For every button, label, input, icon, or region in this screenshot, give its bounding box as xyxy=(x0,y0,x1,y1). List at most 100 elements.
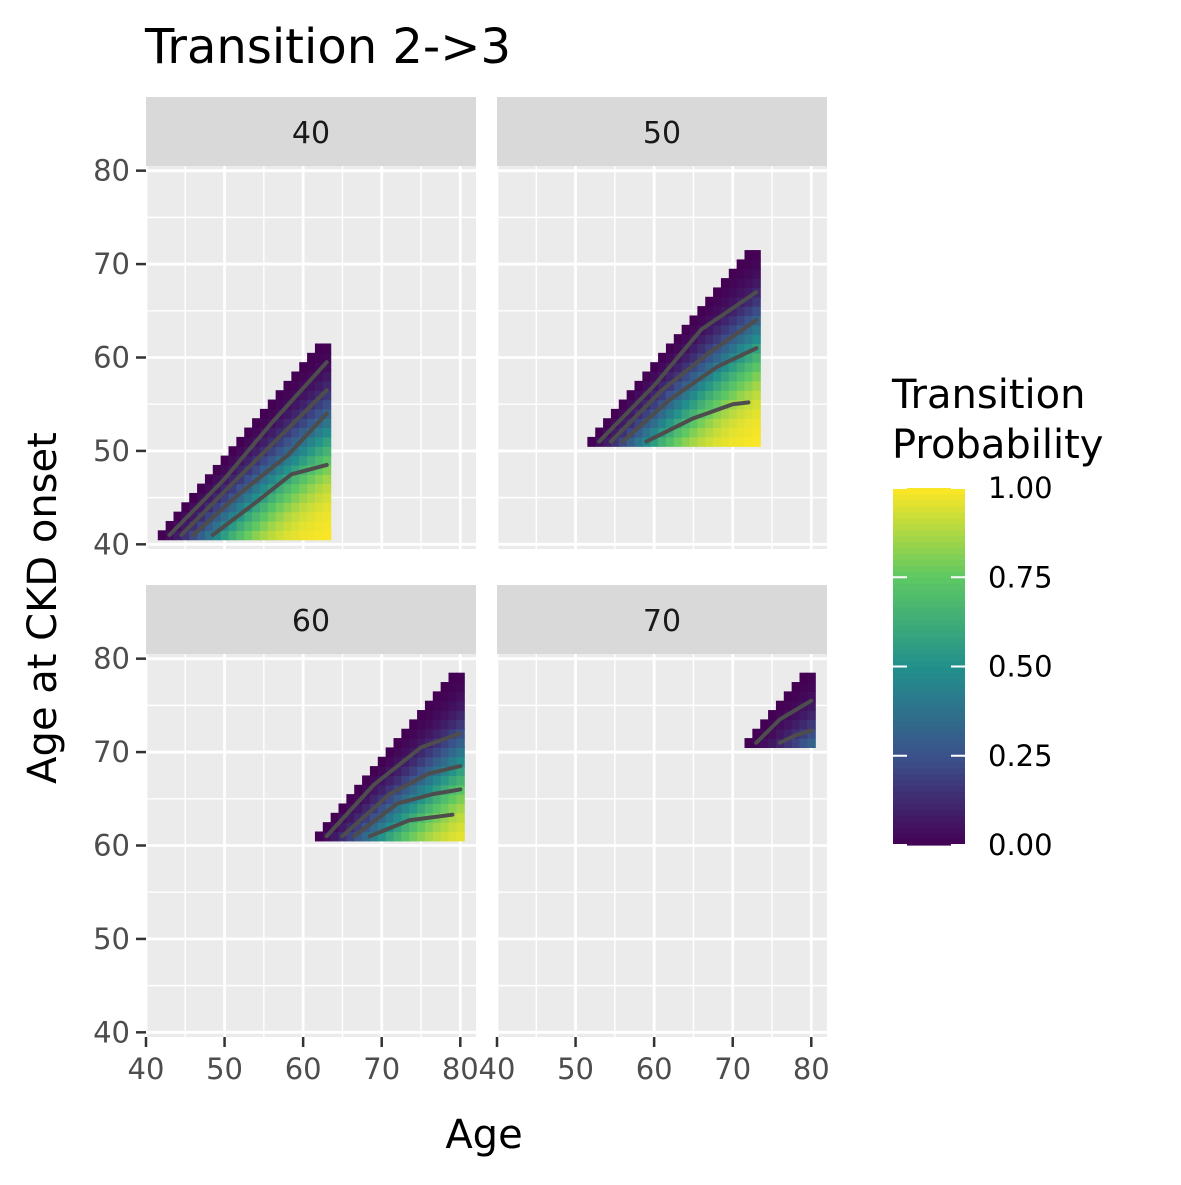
heatmap-tile xyxy=(705,371,714,382)
heatmap-tile xyxy=(697,399,706,410)
heatmap-tile xyxy=(322,530,332,541)
heatmap-tile xyxy=(650,371,659,382)
heatmap-tile xyxy=(322,520,332,531)
heatmap-tile xyxy=(665,408,675,419)
colorbar-segment xyxy=(893,589,965,596)
heatmap-tile xyxy=(791,710,801,720)
heatmap-tile xyxy=(713,296,722,307)
heatmap-tile xyxy=(736,352,746,363)
heatmap-tile xyxy=(752,296,761,307)
heatmap-tile xyxy=(291,436,300,447)
heatmap-tile xyxy=(189,511,198,522)
heatmap-tile xyxy=(799,672,808,683)
heatmap-tile xyxy=(783,738,793,749)
heatmap-tile xyxy=(744,371,753,382)
heatmap-tile xyxy=(752,362,761,373)
heatmap-tile xyxy=(603,418,612,429)
x-tick-label: 50 xyxy=(206,1052,243,1086)
heatmap-tile xyxy=(440,794,450,805)
heatmap-tile xyxy=(275,464,285,475)
heatmap-tile xyxy=(697,427,706,438)
heatmap-tile xyxy=(713,352,722,363)
heatmap-tile xyxy=(197,492,206,503)
heatmap-tile xyxy=(369,775,379,786)
heatmap-tile xyxy=(432,691,442,702)
heatmap-tile xyxy=(393,738,402,749)
heatmap-tile xyxy=(401,747,410,758)
heatmap-tile xyxy=(448,728,457,739)
heatmap-tile xyxy=(283,418,292,429)
heatmap-tile xyxy=(424,700,434,711)
heatmap-tile xyxy=(409,831,418,842)
heatmap-tile xyxy=(212,502,222,513)
heatmap-tile xyxy=(752,408,761,419)
contour-line xyxy=(179,388,329,537)
colorbar-segment xyxy=(893,624,965,632)
heatmap-tile xyxy=(299,436,308,447)
heatmap-tile xyxy=(713,408,722,419)
heatmap-tile xyxy=(736,259,746,270)
heatmap-tile xyxy=(401,812,410,823)
heatmap-tile xyxy=(744,306,753,317)
heatmap-tile xyxy=(299,520,308,531)
heatmap-tile xyxy=(283,380,292,391)
heatmap-tile xyxy=(736,287,746,298)
heatmap-tile xyxy=(736,362,746,373)
heatmap-tile xyxy=(267,492,277,503)
heatmap-tile xyxy=(697,334,706,345)
heatmap-tile xyxy=(236,474,245,485)
heatmap-tile xyxy=(259,455,269,466)
heatmap-tile xyxy=(322,427,332,438)
heatmap-tile xyxy=(642,427,651,438)
heatmap-tile xyxy=(432,728,442,739)
heatmap-tile xyxy=(432,822,442,833)
heatmap-tile xyxy=(291,399,300,410)
heatmap-tile xyxy=(665,427,675,438)
heatmap-tile xyxy=(267,474,277,485)
heatmap-tile xyxy=(401,766,410,777)
heatmap-tile xyxy=(314,483,324,494)
heatmap-tile xyxy=(440,691,450,702)
heatmap-tile xyxy=(409,756,418,767)
facet-panel-3: 70 40 50 60 70 80 xyxy=(479,585,830,1086)
heatmap-tile xyxy=(713,287,722,298)
heatmap-tile xyxy=(393,766,402,777)
heatmap-tile xyxy=(665,436,675,447)
heatmap-tile xyxy=(665,352,675,363)
heatmap-tile xyxy=(322,446,332,457)
heatmap-tile xyxy=(705,418,714,429)
heatmap-tile xyxy=(228,446,237,457)
heatmap-tile xyxy=(220,464,230,475)
heatmap-tile xyxy=(204,492,214,503)
heatmap-tile xyxy=(197,530,206,541)
colorbar-segment xyxy=(893,827,965,834)
heatmap-tile xyxy=(448,719,457,730)
heatmap-tile xyxy=(377,756,387,767)
heatmap-tile xyxy=(634,436,643,447)
heatmap-tile xyxy=(744,362,753,373)
contour-line xyxy=(608,318,759,444)
heatmap-tile xyxy=(252,427,261,438)
contour-line xyxy=(644,400,751,444)
heatmap-tile xyxy=(236,436,245,447)
heatmap-tile xyxy=(448,756,457,767)
heatmap-tile xyxy=(307,362,316,373)
heatmap-tile xyxy=(728,324,738,335)
heatmap-tile xyxy=(626,399,636,410)
heatmap-tile xyxy=(314,520,324,531)
heatmap-tile xyxy=(456,794,465,805)
heatmap-tile xyxy=(283,530,292,541)
heatmap-tile xyxy=(354,822,363,833)
heatmap-tile xyxy=(362,775,371,786)
heatmap-tile xyxy=(244,427,253,438)
heatmap-tile xyxy=(744,250,753,261)
heatmap-tile xyxy=(252,511,261,522)
heatmap-tile xyxy=(720,334,730,345)
heatmap-tile xyxy=(456,672,465,683)
colorbar-segment xyxy=(893,743,965,751)
heatmap-tile xyxy=(299,371,308,382)
heatmap-tile xyxy=(720,278,730,289)
heatmap-tile xyxy=(417,784,426,795)
heatmap-tile xyxy=(440,747,450,758)
heatmap-tile xyxy=(322,380,332,391)
